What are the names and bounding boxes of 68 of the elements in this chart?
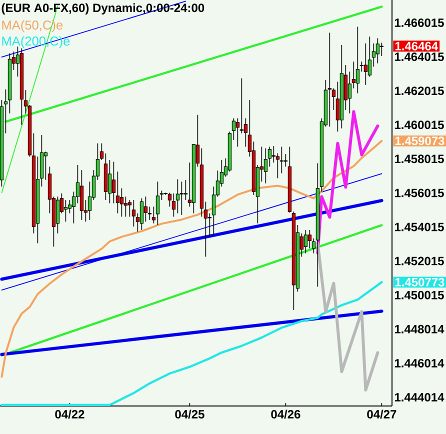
candlestick [44, 151, 48, 180]
candlestick [376, 38, 380, 64]
candlestick [4, 88, 8, 134]
candlestick [332, 88, 336, 110]
candlestick [120, 188, 124, 218]
x-tick-label: 04/27 [367, 410, 396, 419]
candlestick [364, 43, 368, 86]
candlestick [152, 206, 156, 224]
candlestick [128, 200, 132, 218]
candlestick [56, 196, 60, 234]
candlestick [308, 230, 312, 249]
candlestick [168, 192, 172, 208]
line-series [316, 110, 380, 254]
candlestick [304, 230, 308, 254]
candlestick [172, 192, 176, 218]
y-tick-label: 1.444014 [394, 393, 444, 402]
candlestick [112, 161, 116, 204]
y-tick-label: 1.458015 [394, 154, 444, 164]
y-tick-label: 1.466015 [394, 18, 444, 27]
candlestick [204, 201, 208, 258]
candlestick [368, 36, 372, 77]
candlestick [132, 200, 136, 227]
candlestick [148, 206, 152, 220]
candlestick [108, 160, 112, 204]
candlestick [328, 32, 332, 128]
candlestick [372, 43, 376, 68]
candlestick [64, 200, 68, 222]
candlestick [116, 171, 120, 214]
y-tick-label: 1.464015 [394, 52, 444, 62]
candlestick [100, 142, 104, 160]
y-tick-label: 1.452015 [394, 256, 444, 266]
candlestick [356, 26, 360, 94]
candlestick [348, 71, 352, 114]
candlestick [268, 146, 272, 168]
candlestick [380, 42, 384, 56]
x-tick-label: 04/25 [175, 410, 204, 419]
line-series [0, 140, 383, 378]
candlestick [176, 178, 180, 214]
candlestick [144, 196, 148, 222]
y-tick-label: 1.460015 [394, 120, 444, 130]
candlestick [180, 181, 184, 216]
annotation: 1.46464 [395, 42, 438, 50]
y-tick-label: 1.454015 [394, 222, 444, 232]
candlestick [312, 238, 316, 254]
y-tick-label: 1.456015 [394, 188, 444, 198]
candlestick [360, 61, 364, 72]
candlestick [208, 212, 212, 238]
candlestick [124, 196, 128, 218]
y-tick-label: 1.448014 [394, 324, 444, 334]
candlestick [236, 118, 240, 148]
candlestick [140, 198, 144, 230]
candlestick [352, 61, 356, 89]
candlestick [244, 118, 248, 148]
candlestick [160, 190, 164, 200]
candlestick [264, 148, 268, 184]
x-tick-label: 04/22 [55, 410, 84, 419]
line-series [0, 281, 383, 406]
y-tick-label: 1.450015 [394, 290, 444, 300]
line-series [316, 242, 380, 392]
x-tick-label: 04/26 [271, 410, 300, 419]
candlestick [68, 200, 72, 214]
y-tick-label: 1.446014 [394, 358, 444, 368]
annotation: 1.459073 [395, 136, 444, 146]
candlestick [232, 118, 236, 140]
y-tick-label: 1.462015 [394, 86, 444, 96]
annotation: 1.450773 [395, 278, 444, 286]
candlestick [156, 181, 160, 226]
candlestick [184, 180, 188, 200]
